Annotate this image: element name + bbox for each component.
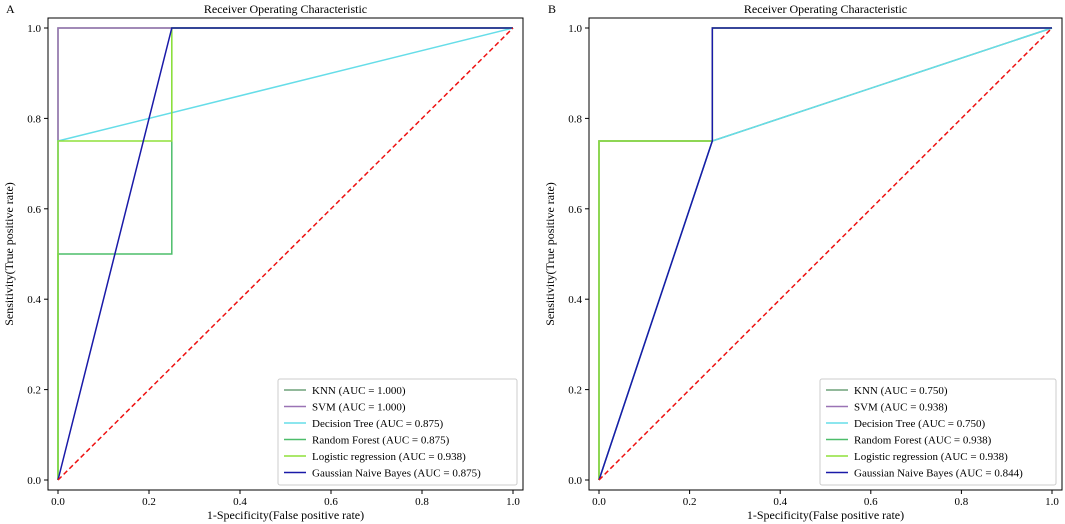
legend-label: Decision Tree (AUC = 0.750) — [854, 418, 986, 430]
y-axis-label: Sensitivity(True positive rate) — [2, 182, 16, 326]
y-tick-label: 0.2 — [568, 385, 582, 397]
chart-title: Receiver Operating Characteristic — [744, 2, 907, 16]
x-tick-label: 0.4 — [233, 496, 247, 508]
roc-panel-b: B Receiver Operating Characteristic 0.0 0.2… — [543, 2, 1062, 522]
legend-label: Random Forest (AUC = 0.938) — [854, 435, 992, 447]
x-tick-label: 0.8 — [415, 496, 429, 508]
panel-label: A — [6, 2, 15, 16]
legend-label: SVM (AUC = 1.000) — [312, 402, 406, 414]
roc-panel-a: A Receiver Operating Characteristic 0.0 0.2… — [2, 2, 523, 522]
x-tick-label: 0.6 — [324, 496, 338, 508]
y-axis-label: Sensitivity(True positive rate) — [543, 182, 557, 326]
x-tick-label: 0.2 — [683, 496, 697, 508]
y-tick-label: 1.0 — [568, 23, 582, 35]
chart-title: Receiver Operating Characteristic — [204, 2, 367, 16]
panel-label: B — [548, 2, 556, 16]
y-tick-label: 1.0 — [27, 23, 41, 35]
legend-label: Logistic regression (AUC = 0.938) — [854, 451, 1008, 463]
y-tick-label: 0.8 — [27, 113, 41, 125]
x-tick-label: 0.0 — [592, 496, 606, 508]
legend-label: Logistic regression (AUC = 0.938) — [312, 451, 466, 463]
x-tick-label: 0.4 — [773, 496, 787, 508]
roc-figure: A Receiver Operating Characteristic 0.0 0.2… — [0, 0, 1065, 524]
y-tick-label: 0.4 — [568, 294, 582, 306]
x-tick-label: 0.2 — [142, 496, 156, 508]
legend-label: SVM (AUC = 0.938) — [854, 402, 948, 414]
x-tick-label: 1.0 — [1045, 496, 1059, 508]
x-axis-label: 1-Specificity(False positive rate) — [747, 508, 904, 522]
legend-label: Gaussian Naive Bayes (AUC = 0.844) — [854, 468, 1023, 480]
y-tick-label: 0.4 — [27, 294, 41, 306]
legend-label: Random Forest (AUC = 0.875) — [312, 435, 450, 447]
y-tick-label: 0.6 — [27, 204, 41, 216]
legend-label: KNN (AUC = 0.750) — [854, 385, 948, 397]
legend-label: KNN (AUC = 1.000) — [312, 385, 406, 397]
x-axis-label: 1-Specificity(False positive rate) — [207, 508, 364, 522]
legend-label: Decision Tree (AUC = 0.875) — [312, 418, 444, 430]
legend-label: Gaussian Naive Bayes (AUC = 0.875) — [312, 468, 481, 480]
y-tick-label: 0.8 — [568, 113, 582, 125]
legend: KNN (AUC = 0.750) SVM (AUC = 0.938) Decisi… — [820, 379, 1056, 485]
x-tick-label: 0.0 — [51, 496, 65, 508]
y-tick-label: 0.6 — [568, 204, 582, 216]
x-tick-label: 0.6 — [864, 496, 878, 508]
y-tick-label: 0.0 — [27, 475, 41, 487]
y-tick-label: 0.0 — [568, 475, 582, 487]
y-tick-label: 0.2 — [27, 385, 41, 397]
x-tick-label: 1.0 — [506, 496, 520, 508]
x-tick-label: 0.8 — [955, 496, 969, 508]
legend: KNN (AUC = 1.000) SVM (AUC = 1.000) Decisi… — [278, 379, 517, 485]
